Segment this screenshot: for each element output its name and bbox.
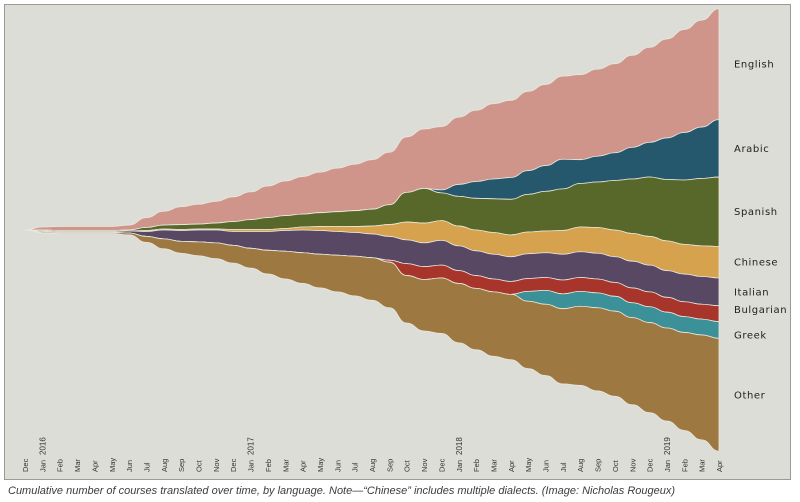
series-label-chinese: Chinese [734,258,778,269]
series-label-greek: Greek [734,331,767,342]
x-tick-label: Apr [715,460,724,472]
series-label-english: English [734,60,774,71]
x-tick-label: May [108,458,117,472]
x-tick-label: Oct [403,459,412,472]
x-year-label: 2016 [38,437,47,455]
x-tick-label: Dec [21,458,30,472]
x-tick-label: Sep [177,459,186,472]
x-tick-label: Mar [698,459,707,472]
x-tick-label: Dec [229,458,238,472]
series-label-italian: Italian [734,287,769,298]
x-tick-label: Oct [195,459,204,472]
x-tick-label: Apr [507,460,516,472]
stream-layer-other [24,229,720,452]
x-tick-label: Nov [420,458,429,472]
x-tick-label: Nov [628,458,637,472]
x-tick-label: May [316,458,325,472]
x-tick-label: Feb [56,459,65,472]
x-tick-label: Jul [559,462,568,472]
x-tick-label: Jan [38,460,47,472]
series-label-spanish: Spanish [734,207,778,218]
x-tick-label: May [524,458,533,472]
streamgraph-chart: English Arabic Spanish Chinese Italian Bulgar… [21,8,787,472]
x-tick-label: Jan [455,460,464,472]
x-tick-label: Sep [594,459,603,472]
x-tick-label: Jun [542,460,551,472]
chart-frame: English Arabic Spanish Chinese Italian Bulgar… [4,4,791,480]
x-tick-label: Dec [437,458,446,472]
x-tick-label: Jul [351,462,360,472]
x-tick-label: Nov [212,458,221,472]
x-tick-label: Feb [680,459,689,472]
x-tick-label: Jun [333,460,342,472]
series-label-other: Other [734,390,766,401]
x-tick-label: Feb [472,459,481,472]
x-tick-label: Aug [368,459,377,472]
x-year-label: 2019 [663,437,672,455]
x-tick-label: Sep [385,459,394,472]
series-label-bulgarian: Bulgarian [734,305,787,316]
x-tick-label: Oct [611,459,620,472]
figure-caption: Cumulative number of courses translated … [8,485,676,497]
x-tick-label: Mar [73,459,82,472]
x-tick-label: Aug [576,459,585,472]
x-tick-label: Jan [663,460,672,472]
x-tick-label: Aug [160,459,169,472]
x-tick-label: Jan [247,460,256,472]
x-tick-label: Jun [125,460,134,472]
series-label-arabic: Arabic [734,144,769,155]
x-year-label: 2017 [247,437,256,455]
x-tick-label: Apr [90,460,99,472]
x-year-label: 2018 [455,437,464,455]
x-tick-label: Feb [264,459,273,472]
x-axis: Dec Jan 2016 Feb Mar Apr May Jun Jul Aug Sep Oct Nov… [21,437,724,472]
x-tick-label: Jul [142,462,151,472]
x-tick-label: Mar [281,459,290,472]
series-labels: English Arabic Spanish Chinese Italian Bulgar… [734,60,787,402]
x-tick-label: Mar [489,459,498,472]
stream-layers [24,8,720,452]
x-tick-label: Dec [646,458,655,472]
x-tick-label: Apr [299,460,308,472]
